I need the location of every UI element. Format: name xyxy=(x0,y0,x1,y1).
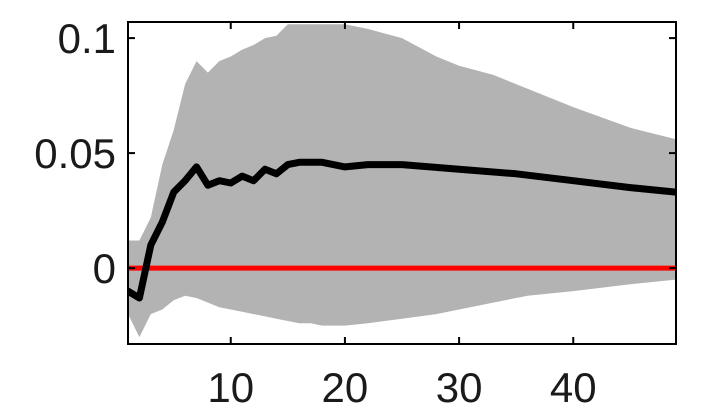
x-tick-label: 30 xyxy=(436,364,483,411)
x-tick-label: 40 xyxy=(550,364,597,411)
confidence-band xyxy=(128,24,676,338)
x-tick-label: 20 xyxy=(322,364,369,411)
y-tick-label: 0 xyxy=(93,245,116,292)
y-tick-label: 0.05 xyxy=(34,130,116,177)
point-estimate-line xyxy=(128,158,676,302)
x-axis: 10 20 30 40 xyxy=(207,22,597,411)
y-tick-label: 0.1 xyxy=(58,15,116,62)
y-axis: 0 0.05 0.1 xyxy=(34,15,676,292)
x-tick-label: 10 xyxy=(207,364,254,411)
plot-frame xyxy=(127,21,677,345)
